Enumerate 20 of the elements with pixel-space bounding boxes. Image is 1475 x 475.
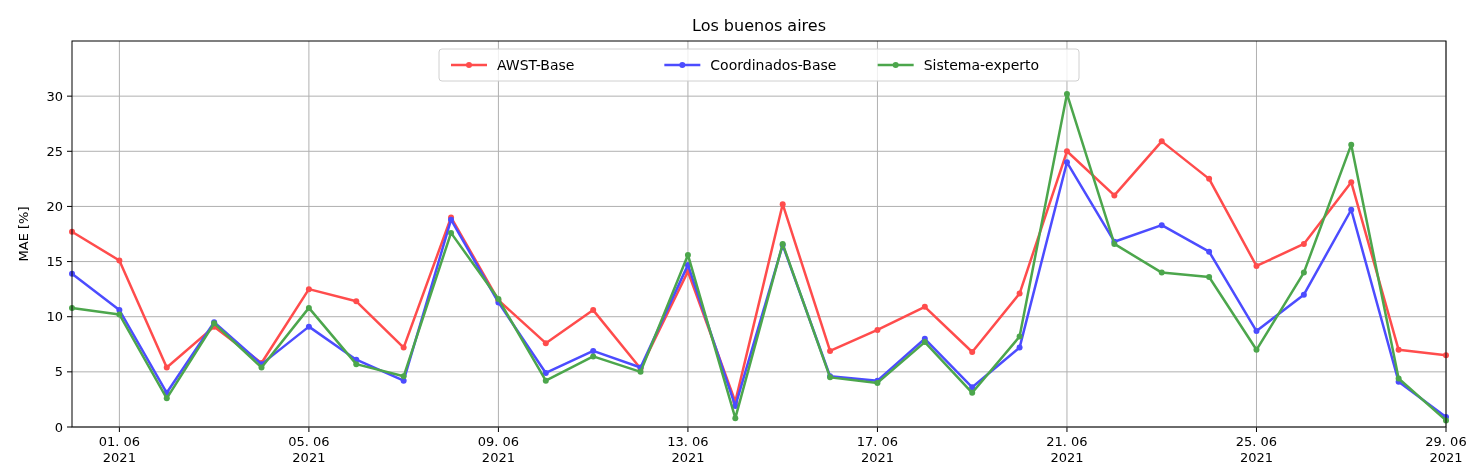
y-tick-label: 0 [54,419,63,435]
y-tick-label: 5 [54,364,63,380]
y-tick-label: 15 [46,254,63,270]
y-axis-title: MAE [%] [16,206,31,262]
chart-title: Los buenos aires [692,16,826,35]
x-tick-label: 25. 06 2021 [1235,434,1278,465]
x-tick-label: 09. 06 2021 [477,434,520,465]
y-tick-label: 30 [46,88,63,104]
legend-label: Coordinados-Base [710,56,837,73]
x-tick-label: 05. 06 2021 [288,434,330,465]
y-tick-label: 10 [46,309,63,325]
x-tick-label: 13. 06 2021 [667,434,709,465]
legend-label: AWST-Base [497,56,575,73]
x-tick-label: 21. 06 2021 [1046,434,1088,465]
legend-label: Sistema-experto [923,56,1040,73]
y-tick-label: 20 [46,198,63,214]
y-tick-label: 25 [46,143,63,159]
x-tick-label: 17. 06 2021 [856,434,899,465]
x-tick-label: 29. 06 2021 [1425,434,1467,465]
x-tick-label: 01. 06 2021 [98,434,141,465]
